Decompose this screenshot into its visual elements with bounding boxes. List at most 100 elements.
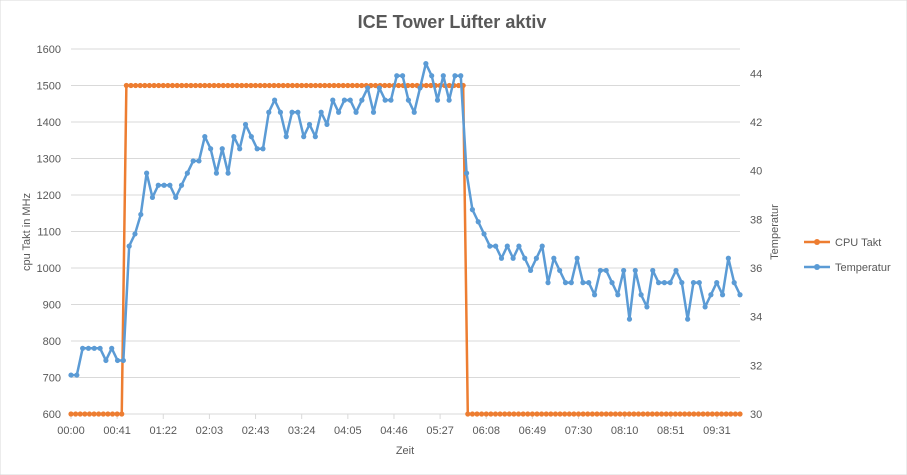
data-point-temperatur <box>539 243 545 249</box>
data-point-cpu-takt <box>585 411 591 417</box>
y-tick-label: 900 <box>43 300 61 312</box>
data-point-cpu-takt <box>548 411 554 417</box>
data-point-cpu-takt <box>128 82 134 89</box>
y-tick-label: 1300 <box>37 154 61 166</box>
data-point-temperatur <box>306 121 313 128</box>
data-point-cpu-takt <box>137 82 143 89</box>
data-point-cpu-takt <box>100 411 106 417</box>
data-point-cpu-takt <box>317 82 323 89</box>
data-point-cpu-takt <box>515 411 522 417</box>
data-point-temperatur <box>603 267 609 274</box>
x-tick-label: 06:49 <box>519 425 547 437</box>
data-point-cpu-takt <box>617 411 623 417</box>
data-point-temperatur <box>208 146 214 152</box>
data-point-cpu-takt <box>294 82 300 89</box>
data-point-temperatur <box>109 345 115 351</box>
data-point-cpu-takt <box>151 82 157 89</box>
data-point-cpu-takt <box>372 82 379 89</box>
data-point-temperatur <box>80 345 86 351</box>
data-point-temperatur <box>138 211 144 218</box>
y2-tick-label: 42 <box>750 117 762 129</box>
data-point-cpu-takt <box>575 411 582 417</box>
data-point-cpu-takt <box>345 82 351 89</box>
data-point-cpu-takt <box>705 411 711 417</box>
data-point-temperatur <box>463 170 470 176</box>
data-point-temperatur <box>632 267 638 274</box>
x-tick-label: 01:22 <box>150 425 178 437</box>
data-point-temperatur <box>295 109 301 115</box>
data-point-cpu-takt <box>197 82 203 89</box>
data-point-cpu-takt <box>146 82 153 89</box>
data-point-cpu-takt <box>308 82 314 89</box>
data-point-cpu-takt <box>700 411 706 417</box>
data-point-temperatur <box>376 85 382 91</box>
data-point-cpu-takt <box>105 411 111 417</box>
data-point-temperatur <box>219 146 225 152</box>
data-point-temperatur <box>469 207 475 213</box>
data-point-cpu-takt <box>562 411 568 417</box>
data-point-temperatur <box>452 73 458 79</box>
data-point-cpu-takt <box>179 82 185 89</box>
y2-axis-label: Temperatur <box>769 204 781 260</box>
data-point-temperatur <box>248 134 254 140</box>
data-point-temperatur <box>481 231 487 237</box>
data-point-temperatur <box>487 243 493 249</box>
data-point-temperatur <box>202 134 208 140</box>
data-point-temperatur <box>545 280 551 286</box>
data-point-temperatur <box>609 280 615 286</box>
data-point-cpu-takt <box>340 82 346 89</box>
data-point-cpu-takt <box>571 411 577 417</box>
data-point-cpu-takt <box>626 411 632 417</box>
data-point-temperatur <box>272 97 278 103</box>
data-point-cpu-takt <box>262 82 268 89</box>
data-point-cpu-takt <box>73 411 79 417</box>
data-point-temperatur <box>74 372 80 378</box>
data-point-temperatur <box>330 97 336 103</box>
data-point-cpu-takt <box>156 82 162 89</box>
data-point-cpu-takt <box>691 411 697 417</box>
legend-label-cpu-takt: CPU Takt <box>835 237 881 249</box>
data-point-temperatur <box>557 267 563 274</box>
data-point-temperatur <box>114 357 121 364</box>
data-point-cpu-takt <box>285 82 291 89</box>
data-point-cpu-takt <box>658 411 665 417</box>
data-point-temperatur <box>679 280 685 286</box>
data-point-cpu-takt <box>239 82 245 89</box>
data-point-temperatur <box>237 146 243 152</box>
data-point-temperatur <box>103 357 109 364</box>
data-point-temperatur <box>312 134 318 140</box>
data-point-temperatur <box>510 255 516 261</box>
data-point-temperatur <box>731 280 737 286</box>
data-point-cpu-takt <box>252 82 259 89</box>
data-point-temperatur <box>120 357 126 364</box>
data-point-cpu-takt <box>663 411 669 417</box>
data-point-temperatur <box>173 194 179 201</box>
data-point-temperatur <box>719 292 726 298</box>
data-point-temperatur <box>388 97 394 103</box>
data-point-temperatur <box>411 109 417 115</box>
data-point-cpu-takt <box>654 411 660 417</box>
data-point-cpu-takt <box>206 82 213 89</box>
data-point-temperatur <box>661 280 667 286</box>
plot-series <box>68 61 743 417</box>
data-point-cpu-takt <box>488 411 494 417</box>
data-point-cpu-takt <box>589 411 595 417</box>
data-point-temperatur <box>266 109 272 115</box>
data-point-cpu-takt <box>534 411 540 417</box>
y-tick-label: 1000 <box>37 263 61 275</box>
data-point-cpu-takt <box>202 82 208 89</box>
data-point-cpu-takt <box>677 411 683 417</box>
data-point-temperatur <box>655 280 662 286</box>
data-point-cpu-takt <box>216 82 222 89</box>
y-tick-label: 1500 <box>37 81 61 93</box>
y-tick-label: 600 <box>43 409 61 421</box>
y2-tick-label: 30 <box>750 409 762 421</box>
data-point-cpu-takt <box>622 411 628 417</box>
data-point-temperatur <box>144 170 150 176</box>
data-point-temperatur <box>283 134 289 140</box>
data-point-cpu-takt <box>682 411 688 417</box>
data-point-cpu-takt <box>322 82 328 89</box>
data-point-temperatur <box>336 109 342 115</box>
data-point-temperatur <box>132 231 138 237</box>
